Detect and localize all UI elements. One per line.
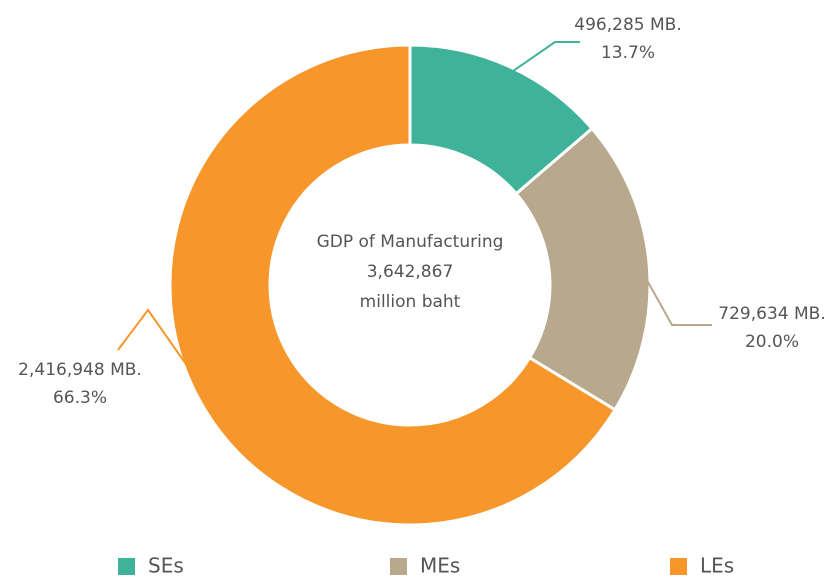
leader-line (117, 308, 211, 399)
value-label: 20.0% (745, 332, 799, 352)
legend-swatch (118, 558, 135, 575)
legend-text: SEs (148, 554, 184, 577)
donut-segment (514, 126, 652, 412)
legend-text: MEs (420, 554, 460, 577)
legend-swatch (670, 558, 687, 575)
center-text: 3,642,867 (367, 262, 454, 282)
center-text: GDP of Manufacturing (317, 232, 504, 252)
value-label: 66.3% (53, 388, 107, 408)
leader-line (505, 41, 580, 77)
legend-text: LEs (700, 554, 734, 577)
amount-label: 729,634 MB. (718, 304, 825, 324)
value-label: 13.7% (601, 43, 655, 63)
legend-swatch (390, 558, 407, 575)
leader-line (638, 265, 712, 326)
donut-segment (168, 43, 618, 527)
amount-label: 496,285 MB. (574, 15, 681, 35)
amount-label: 2,416,948 MB. (18, 360, 142, 380)
center-text: million baht (360, 292, 461, 312)
